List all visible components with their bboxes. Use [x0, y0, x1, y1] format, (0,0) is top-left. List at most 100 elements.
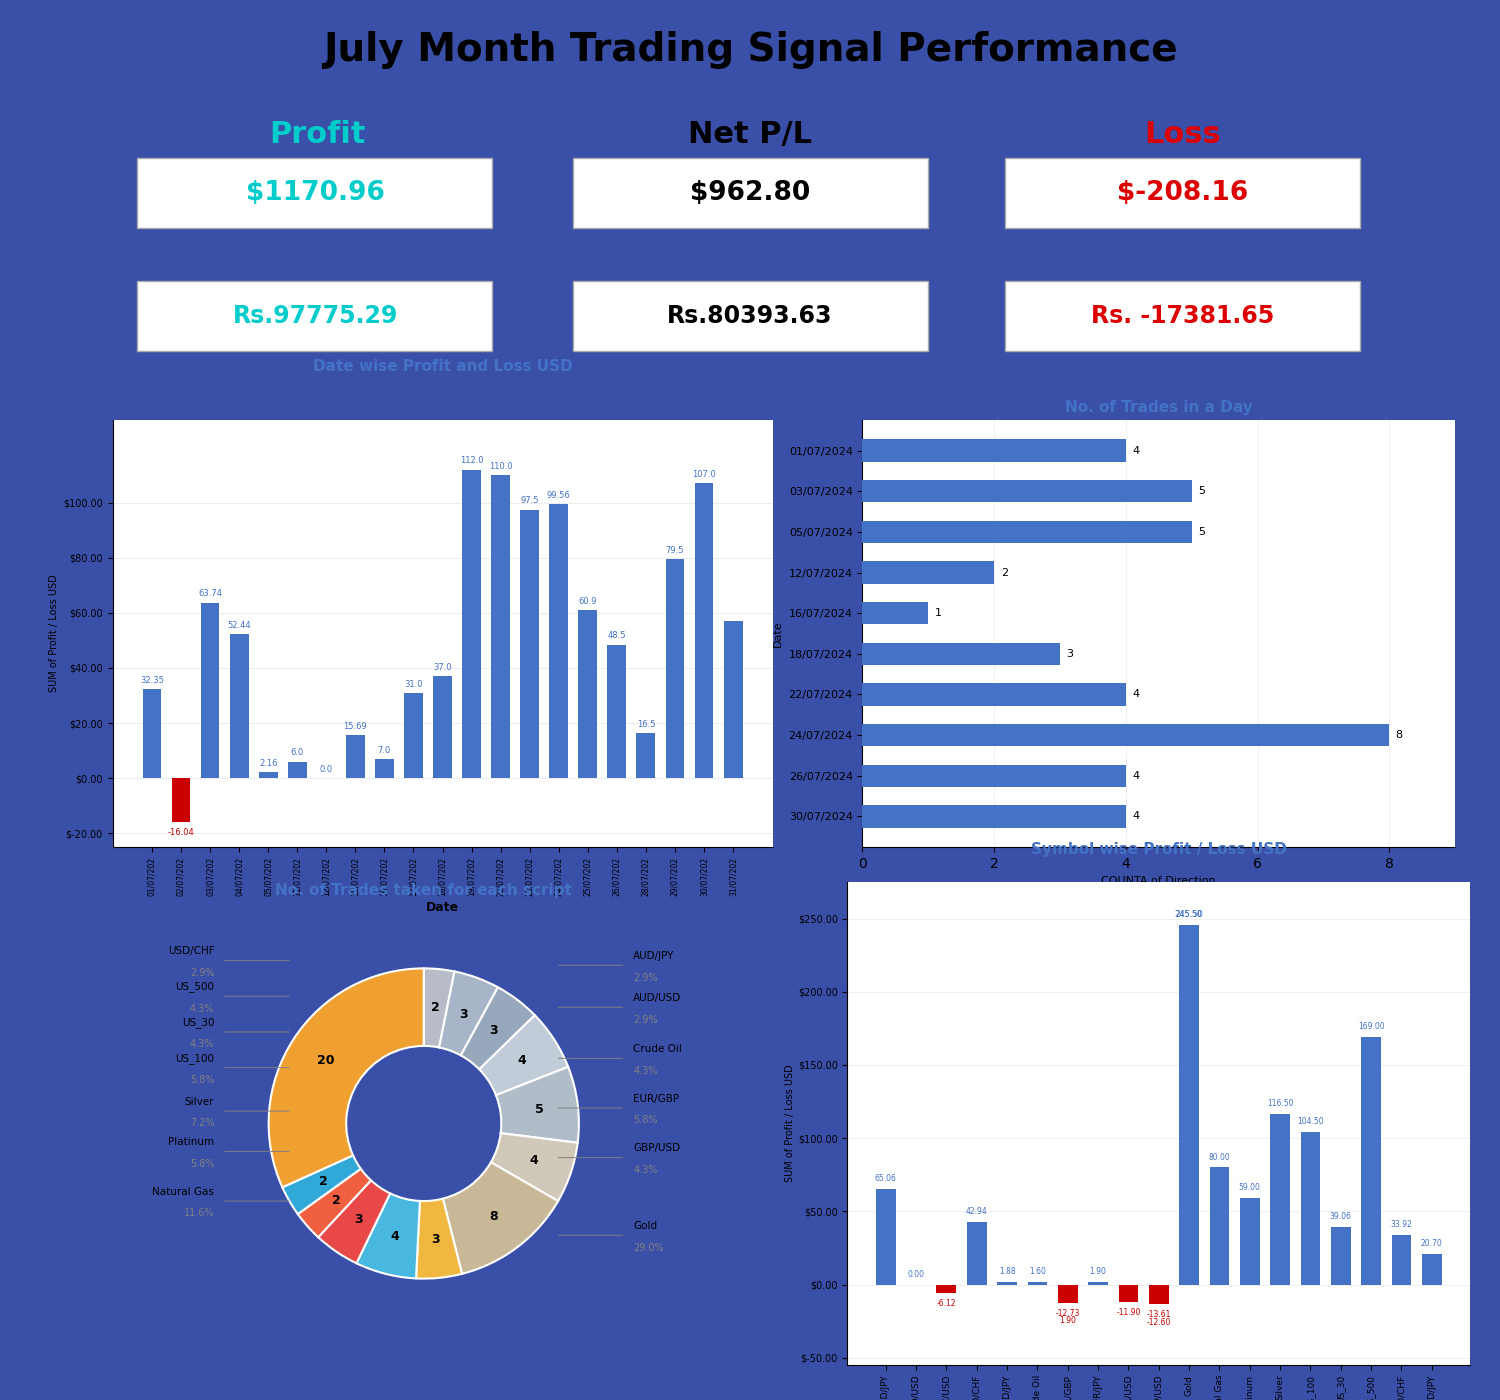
Bar — [968, 1222, 987, 1285]
Text: 52.44: 52.44 — [228, 620, 251, 630]
Text: 1: 1 — [934, 608, 942, 619]
Text: 33.92: 33.92 — [1390, 1219, 1413, 1229]
Text: $1170.96: $1170.96 — [246, 181, 384, 206]
Text: 4: 4 — [1132, 771, 1140, 781]
Text: -11.90: -11.90 — [1116, 1308, 1140, 1317]
Text: 39.06: 39.06 — [1330, 1212, 1352, 1221]
Text: 104.50: 104.50 — [1298, 1117, 1324, 1126]
Bar — [230, 634, 249, 778]
Text: 4: 4 — [518, 1054, 526, 1067]
Text: Silver: Silver — [184, 1096, 214, 1107]
Text: 3: 3 — [489, 1025, 498, 1037]
Text: 245.50: 245.50 — [1174, 910, 1203, 920]
Text: 5: 5 — [1198, 526, 1206, 536]
Wedge shape — [318, 1180, 390, 1263]
Text: 2.9%: 2.9% — [633, 973, 657, 983]
Text: Loss: Loss — [1144, 120, 1221, 148]
FancyBboxPatch shape — [138, 281, 492, 351]
Text: 2: 2 — [1000, 567, 1008, 578]
Bar — [862, 724, 1389, 746]
Text: 60.9: 60.9 — [579, 598, 597, 606]
Bar — [288, 762, 306, 778]
Bar — [1149, 1285, 1168, 1305]
Bar — [694, 483, 714, 778]
Text: 2: 2 — [430, 1001, 439, 1014]
Text: 4: 4 — [1132, 689, 1140, 700]
Text: 107.0: 107.0 — [692, 470, 715, 479]
Bar — [608, 644, 627, 778]
Text: $-208.16: $-208.16 — [1116, 181, 1248, 206]
Bar — [666, 559, 684, 778]
Y-axis label: Date: Date — [772, 620, 783, 647]
Wedge shape — [496, 1067, 579, 1142]
Bar — [201, 602, 219, 778]
FancyBboxPatch shape — [138, 158, 492, 228]
Text: US_500: US_500 — [176, 981, 214, 993]
Bar — [433, 676, 451, 778]
Text: 6.0: 6.0 — [291, 749, 304, 757]
Text: 1.60: 1.60 — [1029, 1267, 1045, 1277]
Text: 20.70: 20.70 — [1420, 1239, 1443, 1249]
Text: 2.9%: 2.9% — [633, 1015, 657, 1025]
Text: 63.74: 63.74 — [198, 589, 222, 598]
X-axis label: COUNTA of Direction: COUNTA of Direction — [1101, 876, 1216, 886]
Text: AUD/USD: AUD/USD — [633, 993, 681, 1002]
Text: 2: 2 — [318, 1175, 327, 1189]
Bar — [1240, 1198, 1260, 1285]
Bar — [936, 1285, 956, 1294]
Text: 1.90: 1.90 — [1089, 1267, 1107, 1275]
Y-axis label: SUM of Profit / Loss USD: SUM of Profit / Loss USD — [50, 574, 58, 693]
Bar — [862, 521, 1191, 543]
Bar — [171, 778, 190, 822]
Text: 116.50: 116.50 — [1268, 1099, 1293, 1109]
Text: 4.3%: 4.3% — [633, 1065, 657, 1075]
Wedge shape — [423, 969, 454, 1047]
Text: 1.88: 1.88 — [999, 1267, 1016, 1275]
Text: Platinum: Platinum — [168, 1137, 214, 1147]
Bar — [1209, 1168, 1230, 1285]
Bar — [1058, 1285, 1077, 1303]
Text: 4.3%: 4.3% — [190, 1039, 214, 1050]
Bar — [1422, 1254, 1442, 1285]
Wedge shape — [460, 987, 536, 1070]
Text: $962.80: $962.80 — [690, 181, 810, 206]
Text: 4.3%: 4.3% — [190, 1004, 214, 1014]
Text: 5.8%: 5.8% — [190, 1075, 214, 1085]
Text: -13.61: -13.61 — [1146, 1310, 1172, 1319]
Title: Date wise Profit and Loss USD: Date wise Profit and Loss USD — [312, 360, 573, 374]
Text: 3: 3 — [430, 1233, 439, 1246]
Text: 80.00: 80.00 — [1209, 1152, 1230, 1162]
Text: US_100: US_100 — [176, 1053, 214, 1064]
FancyBboxPatch shape — [573, 281, 928, 351]
Text: 3: 3 — [459, 1008, 468, 1021]
Text: 16.5: 16.5 — [636, 720, 656, 728]
Bar — [998, 1282, 1017, 1285]
Text: 1.90: 1.90 — [1059, 1316, 1076, 1326]
Bar — [862, 440, 1126, 462]
Text: GBP/USD: GBP/USD — [633, 1144, 681, 1154]
FancyBboxPatch shape — [1005, 281, 1360, 351]
Text: 5.8%: 5.8% — [633, 1116, 657, 1126]
Text: 29.0%: 29.0% — [633, 1243, 664, 1253]
Wedge shape — [357, 1193, 420, 1278]
Text: Natural Gas: Natural Gas — [153, 1187, 214, 1197]
Bar — [520, 510, 538, 778]
Text: -6.12: -6.12 — [936, 1299, 956, 1309]
Text: -16.04: -16.04 — [168, 827, 195, 837]
Text: 4: 4 — [390, 1229, 399, 1243]
Bar — [636, 732, 656, 778]
Text: 59.00: 59.00 — [1239, 1183, 1260, 1193]
Bar — [404, 693, 423, 778]
Text: 8: 8 — [1395, 731, 1402, 741]
Wedge shape — [490, 1133, 578, 1201]
Text: 0.0: 0.0 — [320, 764, 333, 774]
Text: Profit: Profit — [270, 120, 366, 148]
Text: 4: 4 — [1132, 812, 1140, 822]
Bar — [490, 475, 510, 778]
Text: 2: 2 — [332, 1194, 340, 1207]
Text: Rs.80393.63: Rs.80393.63 — [668, 304, 832, 329]
Text: AUD/JPY: AUD/JPY — [633, 951, 675, 960]
Bar — [1330, 1228, 1350, 1285]
Text: 65.06: 65.06 — [874, 1175, 897, 1183]
Text: 110.0: 110.0 — [489, 462, 513, 470]
